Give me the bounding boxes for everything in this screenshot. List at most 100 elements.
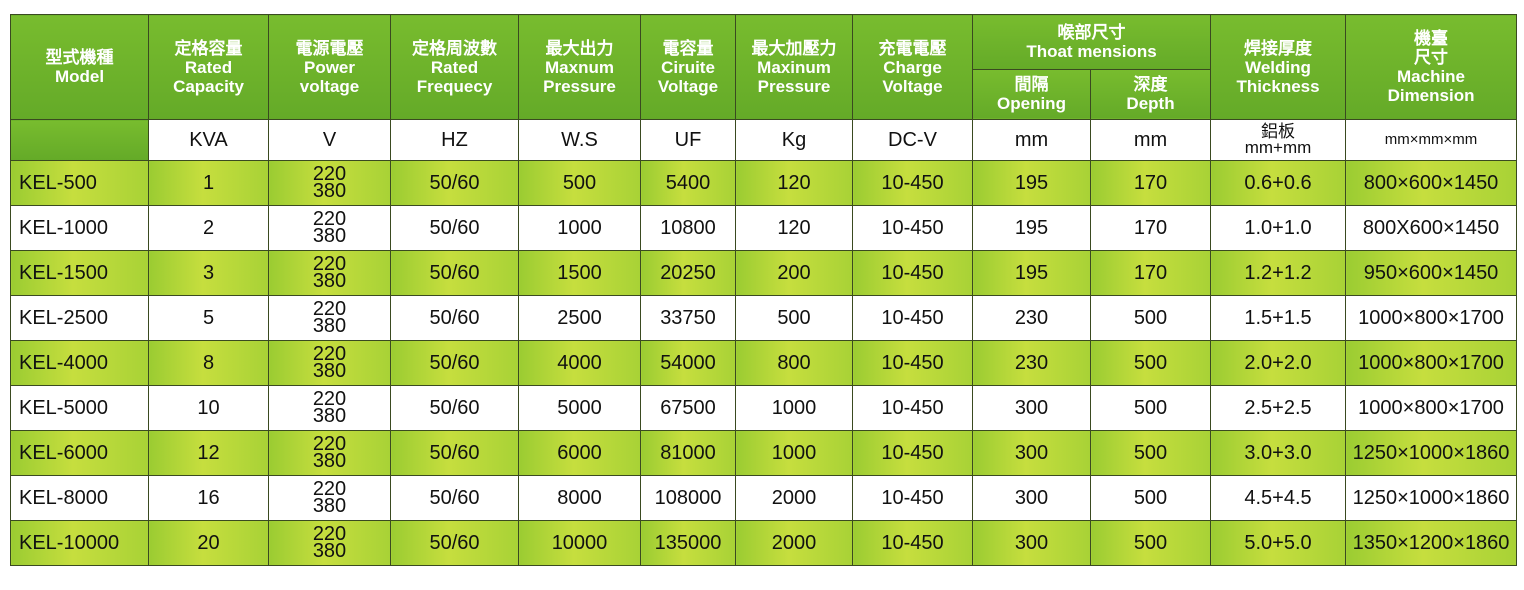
capacity-cell: 20 xyxy=(148,520,269,566)
model-cell: KEL-8000 xyxy=(10,475,149,521)
table-row: KEL-4000 8 220 380 50/60 4000 54000 800 10-450 23… xyxy=(10,340,1518,386)
voltage-220: 220 xyxy=(312,253,347,275)
dimension-cell: 950×600×1450 xyxy=(1345,250,1518,296)
table-row: KEL-8000 16 220 380 50/60 8000 108000 2000 10-45… xyxy=(10,475,1518,521)
dimension-cell: 1350×1200×1860 xyxy=(1345,520,1518,566)
table-row: KEL-1000 2 220 380 50/60 1000 10800 120 10-450 19… xyxy=(10,205,1518,251)
voltage-220: 220 xyxy=(312,478,347,500)
model-cell: KEL-4000 xyxy=(10,340,149,386)
units-model-blank xyxy=(10,119,149,161)
charge-voltage-cell: 10-450 xyxy=(852,340,973,386)
voltage-220: 220 xyxy=(312,388,347,410)
max-pressure-cell: 120 xyxy=(735,205,853,251)
voltage-cell: 220 380 xyxy=(268,430,391,476)
opening-cell: 300 xyxy=(972,520,1091,566)
voltage-380: 380 xyxy=(312,450,347,472)
capacity-cell: 5 xyxy=(148,295,269,341)
voltage-220: 220 xyxy=(312,163,347,185)
max-pressure-cell: 1000 xyxy=(735,430,853,476)
depth-cell: 170 xyxy=(1089,250,1212,296)
charge-voltage-cell: 10-450 xyxy=(852,430,973,476)
voltage-380: 380 xyxy=(312,540,347,562)
opening-cell: 300 xyxy=(972,475,1091,521)
table-row: KEL-500 1 220 380 50/60 500 5400 120 10-450 195 17… xyxy=(10,160,1518,206)
max-output-cell: 4000 xyxy=(518,340,641,386)
header-charge-voltage: 充電電壓 Charge Voltage xyxy=(852,14,973,120)
unit-max-pressure: Kg xyxy=(735,119,853,161)
capacity-cell: 8 xyxy=(148,340,269,386)
unit-dimension: mm×mm×mm xyxy=(1345,119,1518,161)
voltage-380: 380 xyxy=(312,270,347,292)
unit-depth: mm xyxy=(1089,119,1212,161)
max-output-cell: 8000 xyxy=(518,475,641,521)
opening-cell: 195 xyxy=(972,250,1091,296)
max-pressure-cell: 200 xyxy=(735,250,853,296)
header-capacitance: 電容量 Ciruite Voltage xyxy=(640,14,736,120)
voltage-380: 380 xyxy=(312,180,347,202)
max-output-cell: 2500 xyxy=(518,295,641,341)
unit-frequency: HZ xyxy=(390,119,519,161)
charge-voltage-cell: 10-450 xyxy=(852,295,973,341)
depth-cell: 500 xyxy=(1089,430,1212,476)
voltage-220: 220 xyxy=(312,208,347,230)
charge-voltage-cell: 10-450 xyxy=(852,205,973,251)
max-output-cell: 6000 xyxy=(518,430,641,476)
voltage-cell: 220 380 xyxy=(268,160,391,206)
header-model: 型式機種 Model xyxy=(10,14,149,120)
dimension-cell: 1250×1000×1860 xyxy=(1345,430,1518,476)
capacitance-cell: 54000 xyxy=(640,340,736,386)
opening-cell: 195 xyxy=(972,205,1091,251)
opening-cell: 300 xyxy=(972,430,1091,476)
table-row: KEL-1500 3 220 380 50/60 1500 20250 200 10-450 19… xyxy=(10,250,1518,296)
frequency-cell: 50/60 xyxy=(390,385,519,431)
opening-cell: 195 xyxy=(972,160,1091,206)
capacity-cell: 1 xyxy=(148,160,269,206)
spec-table: 型式機種 Model 定格容量 Rated Capacity 電源電壓 Power vol… xyxy=(10,14,1518,566)
voltage-cell: 220 380 xyxy=(268,340,391,386)
capacitance-cell: 10800 xyxy=(640,205,736,251)
capacitance-cell: 108000 xyxy=(640,475,736,521)
capacity-cell: 10 xyxy=(148,385,269,431)
voltage-220: 220 xyxy=(312,523,347,545)
welding-thickness-cell: 2.5+2.5 xyxy=(1210,385,1347,431)
voltage-380: 380 xyxy=(312,360,347,382)
header-welding: 焊接厚度 Welding Thickness xyxy=(1210,14,1347,120)
capacity-cell: 2 xyxy=(148,205,269,251)
dimension-cell: 800×600×1450 xyxy=(1345,160,1518,206)
frequency-cell: 50/60 xyxy=(390,250,519,296)
header-capacity: 定格容量 Rated Capacity xyxy=(148,14,269,120)
unit-voltage: V xyxy=(268,119,391,161)
max-output-cell: 5000 xyxy=(518,385,641,431)
max-output-cell: 500 xyxy=(518,160,641,206)
header-frequency: 定格周波數 Rated Frequecy xyxy=(390,14,519,120)
max-pressure-cell: 2000 xyxy=(735,475,853,521)
max-pressure-cell: 1000 xyxy=(735,385,853,431)
capacity-cell: 3 xyxy=(148,250,269,296)
depth-cell: 500 xyxy=(1089,385,1212,431)
max-output-cell: 10000 xyxy=(518,520,641,566)
model-cell: KEL-500 xyxy=(10,160,149,206)
voltage-cell: 220 380 xyxy=(268,385,391,431)
welding-thickness-cell: 1.2+1.2 xyxy=(1210,250,1347,296)
capacitance-cell: 81000 xyxy=(640,430,736,476)
depth-cell: 500 xyxy=(1089,520,1212,566)
model-cell: KEL-10000 xyxy=(10,520,149,566)
unit-capacity: KVA xyxy=(148,119,269,161)
depth-cell: 170 xyxy=(1089,205,1212,251)
units-row: KVA V HZ W.S UF Kg DC-V mm mm 鋁板 mm+mm mm… xyxy=(10,119,1518,161)
welding-thickness-cell: 5.0+5.0 xyxy=(1210,520,1347,566)
voltage-380: 380 xyxy=(312,405,347,427)
depth-cell: 170 xyxy=(1089,160,1212,206)
unit-charge: DC-V xyxy=(852,119,973,161)
max-pressure-cell: 2000 xyxy=(735,520,853,566)
header-dimension: 機臺 尺寸 Machine Dimension xyxy=(1345,14,1518,120)
depth-cell: 500 xyxy=(1089,340,1212,386)
frequency-cell: 50/60 xyxy=(390,205,519,251)
model-cell: KEL-1000 xyxy=(10,205,149,251)
voltage-380: 380 xyxy=(312,495,347,517)
capacitance-cell: 5400 xyxy=(640,160,736,206)
max-output-cell: 1000 xyxy=(518,205,641,251)
header-depth: 深度 Depth xyxy=(1089,68,1212,121)
frequency-cell: 50/60 xyxy=(390,340,519,386)
dimension-cell: 1000×800×1700 xyxy=(1345,385,1518,431)
